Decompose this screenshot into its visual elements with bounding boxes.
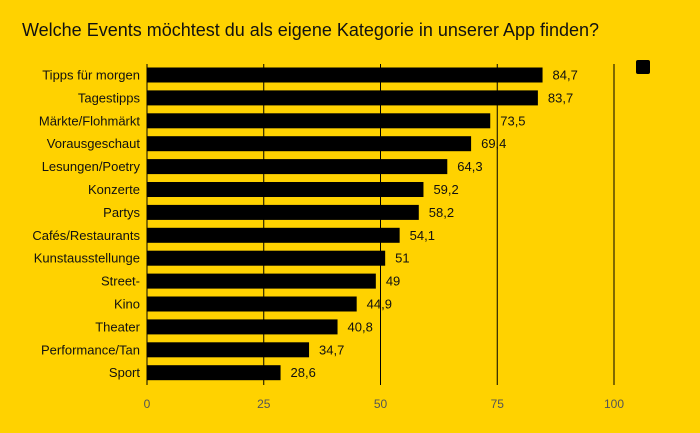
data-label: 28,6 [291, 365, 316, 380]
data-label: 49 [386, 274, 400, 289]
bar [147, 273, 376, 289]
x-tick-label: 25 [257, 397, 271, 411]
category-label: Kino [114, 297, 140, 312]
category-label: Sport [109, 365, 140, 380]
data-label: 64,3 [457, 159, 482, 174]
bar [147, 159, 448, 175]
bar [147, 227, 400, 243]
data-label: 51 [395, 251, 409, 266]
category-label: Kunstausstellunge [34, 251, 140, 266]
category-label: Lesungen/Poetry [42, 159, 141, 174]
bar [147, 204, 419, 220]
bar [147, 319, 338, 335]
category-label: Konzerte [88, 182, 140, 197]
category-label: Performance/Tan [41, 342, 140, 357]
data-label: 40,8 [348, 319, 373, 334]
bar [147, 90, 538, 106]
category-label: Cafés/Restaurants [32, 228, 140, 243]
data-label: 34,7 [319, 342, 344, 357]
bar [147, 136, 472, 152]
x-tick-label: 100 [604, 397, 624, 411]
category-label: Tagestipps [78, 90, 141, 105]
legend-swatch [636, 60, 650, 74]
data-label: 54,1 [410, 228, 435, 243]
x-tick-label: 75 [491, 397, 505, 411]
category-label: Theater [95, 319, 140, 334]
category-label: Street- [101, 274, 140, 289]
category-label: Tipps für morgen [42, 68, 140, 83]
bar [147, 113, 491, 129]
data-label: 59,2 [433, 182, 458, 197]
bar [147, 250, 386, 266]
bar [147, 342, 310, 358]
x-tick-label: 0 [144, 397, 151, 411]
bar [147, 365, 281, 381]
data-label: 73,5 [500, 113, 525, 128]
bar [147, 182, 424, 197]
data-label: 44,9 [367, 297, 392, 312]
x-tick-label: 50 [374, 397, 388, 411]
data-label: 69,4 [481, 136, 506, 151]
category-label: Märkte/Flohmärkt [39, 113, 141, 128]
data-label: 84,7 [553, 68, 578, 83]
data-label: 83,7 [548, 90, 573, 105]
category-label: Vorausgeschaut [47, 136, 141, 151]
category-label: Partys [103, 205, 140, 220]
chart-title: Welche Events möchtest du als eigene Kat… [22, 20, 600, 40]
bar [147, 67, 543, 83]
bar [147, 296, 357, 312]
data-label: 58,2 [429, 205, 454, 220]
